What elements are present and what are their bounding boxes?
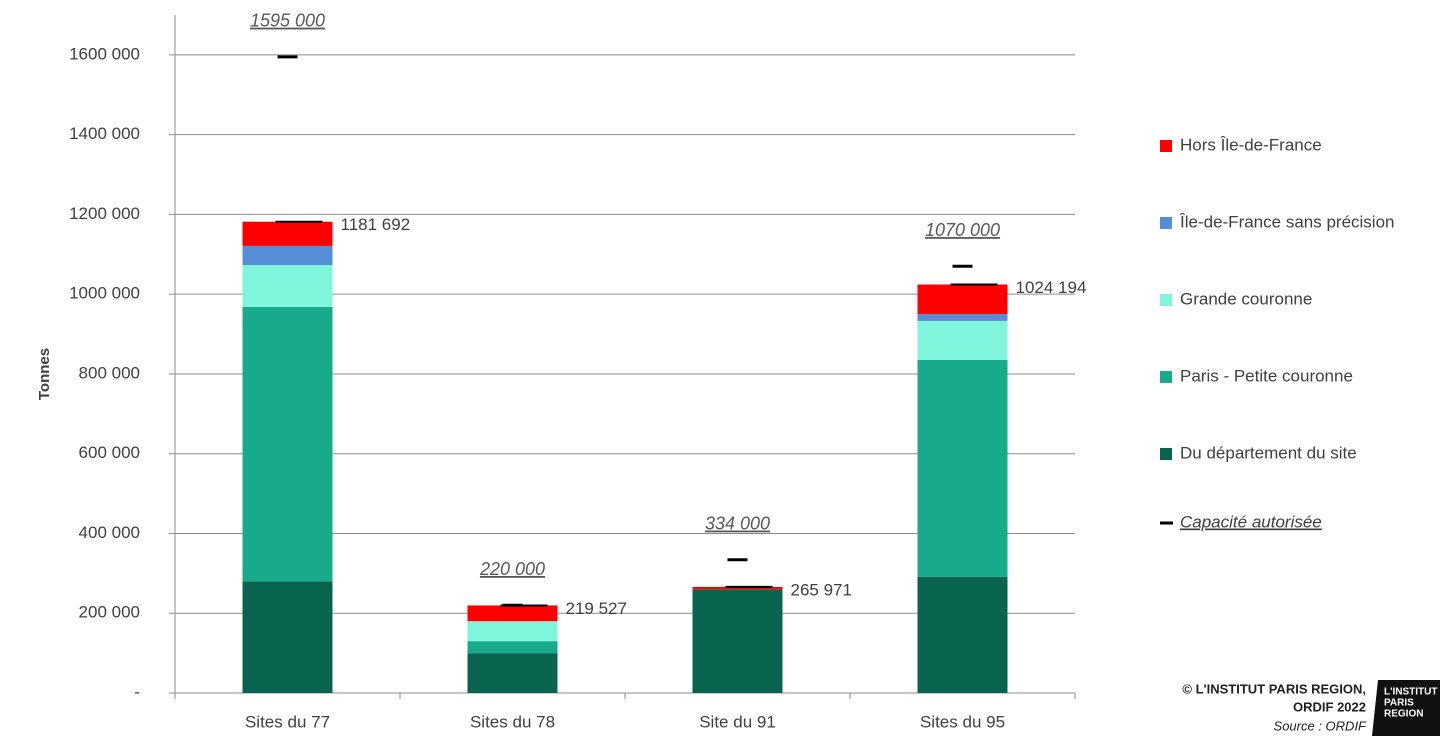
bar-segment — [692, 586, 783, 590]
legend-swatch — [1160, 140, 1172, 152]
logo-text: PARIS — [1384, 698, 1414, 709]
y-tick-label: 400 000 — [79, 523, 140, 542]
source: Source : ORDIF — [1274, 718, 1368, 733]
total-label: 219 527 — [566, 599, 627, 618]
bar-segment — [242, 581, 333, 693]
total-label: 265 971 — [791, 580, 852, 599]
logo-text: L'INSTITUT — [1384, 687, 1437, 698]
y-tick-label: 1000 000 — [69, 284, 140, 303]
bar-segment — [242, 265, 333, 307]
legend-swatch — [1160, 371, 1172, 383]
y-tick-label: - — [134, 682, 140, 701]
legend-label: Paris - Petite couronne — [1180, 366, 1353, 385]
y-tick-label: 800 000 — [79, 363, 140, 382]
bar-segment — [242, 306, 333, 582]
x-tick-label: Sites du 77 — [245, 712, 330, 731]
bar-segment — [467, 621, 558, 642]
bar-segment — [917, 320, 1008, 360]
bar-segment — [917, 359, 1008, 577]
y-tick-label: 1200 000 — [69, 204, 140, 223]
legend-label: Hors Île-de-France — [1180, 135, 1322, 154]
bar-segment — [242, 221, 333, 246]
credit: © L'INSTITUT PARIS REGION, — [1182, 681, 1366, 696]
legend-swatch — [1160, 294, 1172, 306]
logo-shape — [1372, 680, 1440, 736]
bar-segment — [467, 641, 558, 654]
y-tick-label: 600 000 — [79, 443, 140, 462]
logo-text: REGION — [1384, 709, 1423, 720]
bar-segment — [917, 284, 1008, 315]
y-axis-label: Tonnes — [36, 348, 53, 400]
bar-segment — [917, 576, 1008, 693]
y-tick-label: 1600 000 — [69, 44, 140, 63]
capacity-label: 220 000 — [479, 559, 545, 579]
legend-swatch — [1160, 448, 1172, 460]
x-tick-label: Sites du 78 — [470, 712, 555, 731]
legend-swatch — [1160, 217, 1172, 229]
capacity-label: 1595 000 — [250, 11, 325, 31]
legend-label: Capacité autorisée — [1180, 512, 1322, 531]
bar-segment — [692, 589, 783, 693]
total-label: 1024 194 — [1016, 278, 1087, 297]
bar-segment — [242, 245, 333, 266]
bar-segment — [917, 314, 1008, 321]
total-label: 1181 692 — [341, 215, 411, 234]
capacity-label: 1070 000 — [925, 220, 1000, 240]
x-tick-label: Site du 91 — [699, 712, 776, 731]
y-tick-label: 1400 000 — [69, 124, 140, 143]
capacity-label: 334 000 — [705, 514, 770, 534]
y-tick-label: 200 000 — [79, 603, 140, 622]
legend-label: Du département du site — [1180, 443, 1357, 462]
x-tick-label: Sites du 95 — [920, 712, 1005, 731]
legend-label: Île-de-France sans précision — [1179, 212, 1394, 231]
legend-label: Grande couronne — [1180, 289, 1312, 308]
credit: ORDIF 2022 — [1293, 699, 1366, 714]
bar-segment — [467, 605, 558, 622]
bar-segment — [467, 653, 558, 693]
